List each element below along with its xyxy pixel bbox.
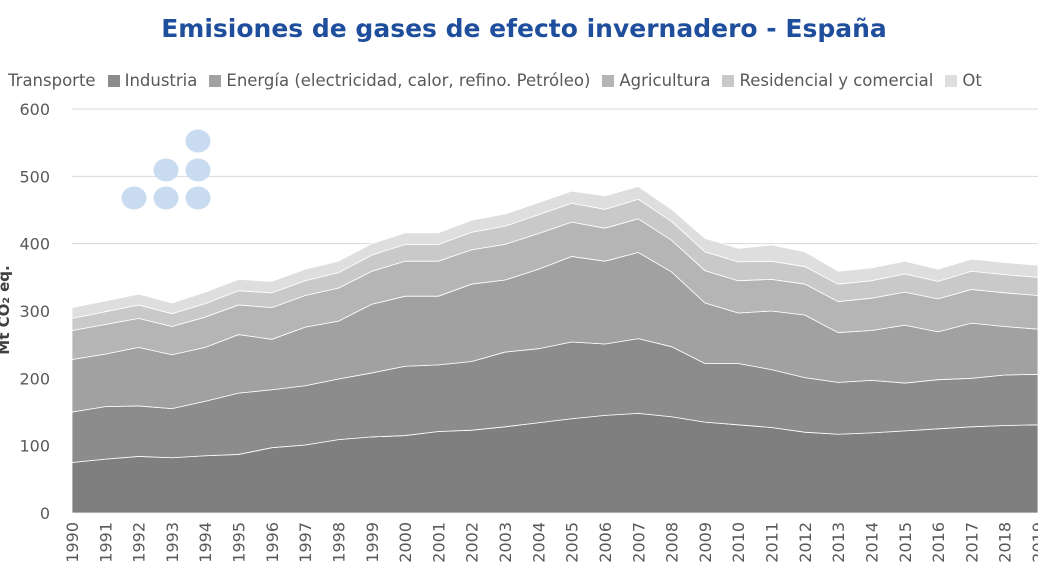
x-tick-label: 2003	[496, 522, 515, 563]
y-tick-label: 500	[19, 167, 50, 186]
logo-dot	[185, 158, 211, 182]
legend-swatch	[209, 75, 222, 87]
area-series-5	[71, 185, 1038, 319]
y-tick-label: 400	[19, 235, 50, 254]
x-tick-label: 1991	[96, 522, 115, 563]
x-tick-label: 2017	[962, 522, 981, 563]
logo-dot	[185, 186, 211, 210]
x-tick-label: 1995	[230, 522, 249, 563]
area-series	[71, 185, 1038, 514]
x-tick-label: 2004	[529, 522, 548, 563]
x-tick-label: 2001	[429, 522, 448, 563]
legend-swatch	[602, 75, 615, 87]
logo-dot	[121, 186, 147, 210]
legend-label: Residencial y comercial	[739, 71, 934, 90]
legend-swatch	[945, 75, 958, 87]
legend-item: Residencial y comercial	[722, 70, 933, 92]
legend-item: Ot	[945, 70, 982, 92]
y-axis-label: Mt CO₂ eq.	[0, 265, 13, 354]
legend-swatch	[722, 75, 735, 87]
x-tick-label: 2002	[463, 522, 482, 563]
x-tick-label: 1993	[163, 522, 182, 563]
legend-item: Agricultura	[602, 70, 710, 92]
x-tick-label: 2000	[396, 522, 415, 563]
x-tick-label: 2014	[862, 522, 881, 563]
x-tick-label: 2018	[996, 522, 1015, 563]
y-tick-label: 0	[40, 504, 50, 523]
x-tick-label: 1990	[63, 522, 82, 563]
legend-label: Industria	[124, 71, 198, 90]
x-tick-label: 1992	[130, 522, 149, 563]
legend-swatch	[107, 75, 120, 87]
x-tick-label: 2005	[563, 522, 582, 563]
logo-dot	[153, 186, 179, 210]
legend-item: Transporte	[8, 70, 96, 92]
y-axis: 0 100 200 300 400 500 600	[19, 100, 50, 523]
x-tick-label: 2012	[796, 522, 815, 563]
legend-label: Ot	[962, 71, 982, 90]
y-tick-label: 200	[19, 369, 50, 388]
legend-item: Energía (electricidad, calor, refino. Pe…	[209, 70, 590, 92]
legend-label: Agricultura	[619, 71, 711, 90]
x-tick-label: 2016	[929, 522, 948, 563]
logo-dot	[185, 129, 211, 153]
x-tick-label: 1999	[363, 522, 382, 563]
x-tick-label: 2010	[729, 522, 748, 563]
y-tick-label: 600	[19, 100, 50, 119]
x-tick-label: 2006	[596, 522, 615, 563]
x-tick-label: 1997	[296, 522, 315, 563]
x-tick-label: 2011	[763, 522, 782, 563]
legend-label: Transporte	[8, 71, 96, 90]
chart-title: Emisiones de gases de efecto invernadero…	[161, 14, 887, 43]
x-tick-label: 2009	[696, 522, 715, 563]
x-tick-label: 1996	[263, 522, 282, 563]
x-tick-label: 2019	[1029, 522, 1038, 563]
x-tick-label: 2015	[896, 522, 915, 563]
x-tick-label: 2007	[629, 522, 648, 563]
x-tick-label: 2008	[663, 522, 682, 563]
legend: Transporte Industria Energía (electricidad…	[8, 70, 1038, 92]
legend-label: Energía (electricidad, calor, refino. Pe…	[226, 71, 591, 90]
x-tick-label: 1998	[329, 522, 348, 563]
dots-logo-icon	[121, 129, 211, 210]
x-axis: 1990 1991 1992 1993 1994 1995 1996 1997 1998 1999…	[63, 522, 1038, 563]
x-tick-label: 1994	[196, 522, 215, 563]
logo-dot	[153, 158, 179, 182]
x-tick-label: 2013	[829, 522, 848, 563]
legend-item: Industria	[107, 70, 198, 92]
y-tick-label: 300	[19, 302, 50, 321]
y-tick-label: 100	[19, 437, 50, 456]
